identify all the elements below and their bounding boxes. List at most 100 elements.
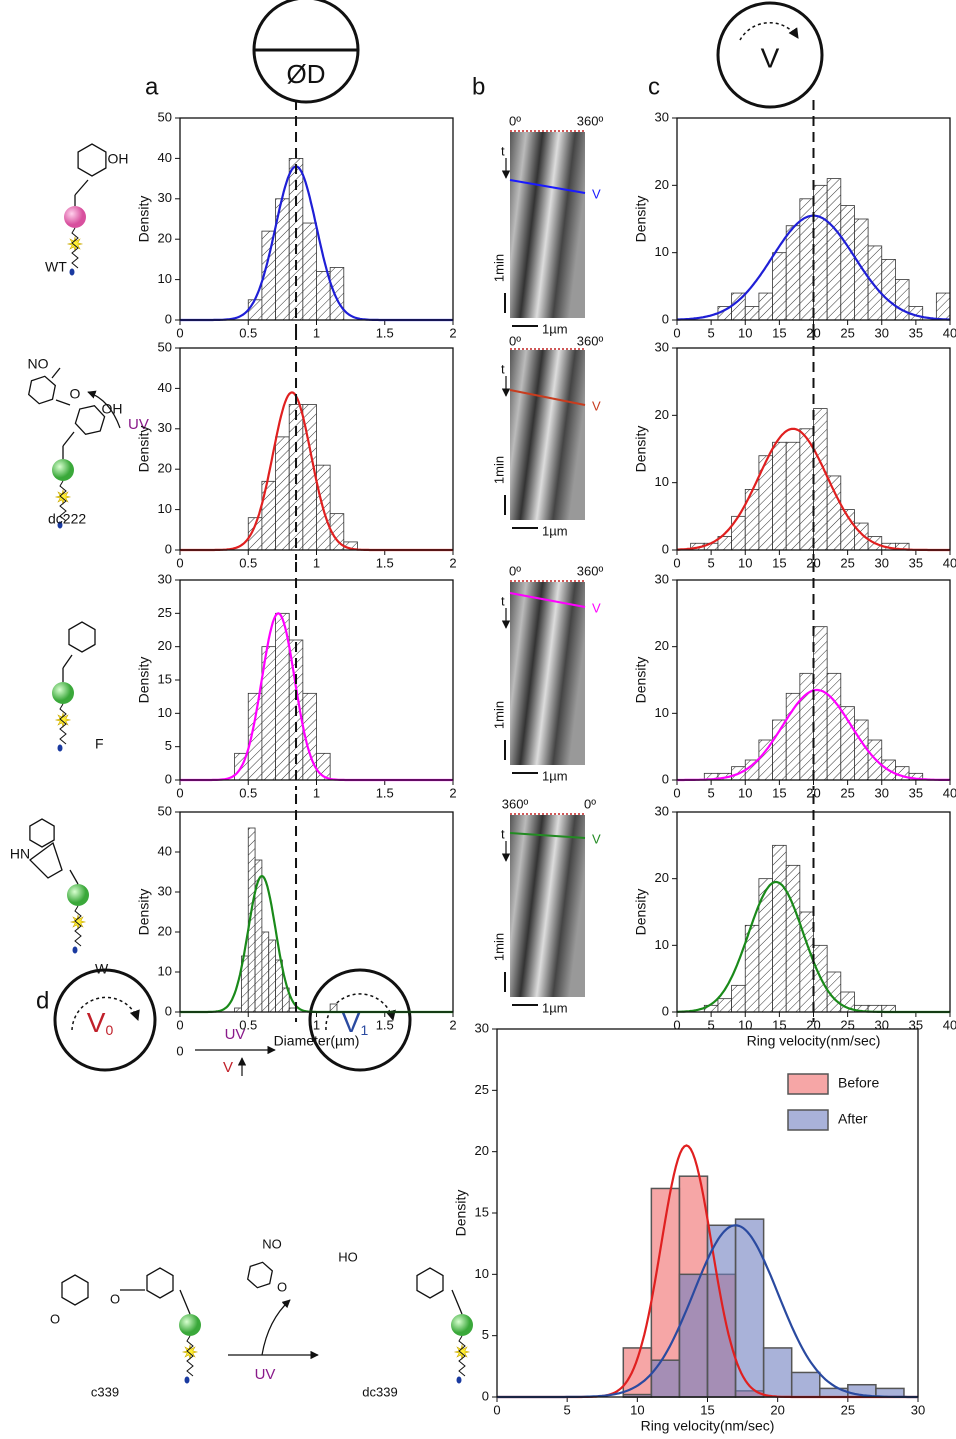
- y-tick-label: 30: [158, 571, 172, 586]
- y-tick-label: 25: [158, 605, 172, 620]
- plot-frame: [676, 579, 951, 781]
- y-tick-label: 10: [158, 705, 172, 720]
- bar: [854, 719, 869, 781]
- residue-label: dc222: [48, 511, 86, 527]
- length-scale-label: 1µm: [542, 1000, 568, 1015]
- x-tick-label: 25: [840, 555, 854, 570]
- x-tick-label: 5: [708, 555, 715, 570]
- x-tick-label: 1: [313, 1017, 320, 1032]
- y-axis-title: Density: [136, 657, 152, 704]
- x-axis-title: Ring velocity(nm/sec): [641, 1418, 775, 1434]
- x-tick-label: 5: [708, 325, 715, 340]
- linker: [74, 905, 82, 947]
- x-tick-label: 25: [840, 1017, 854, 1032]
- panel-label: d: [36, 987, 49, 1014]
- x-tick-label: 1.5: [376, 785, 394, 800]
- y-tick-label: 20: [158, 461, 172, 476]
- plot-frame: [676, 347, 951, 551]
- anchor: [57, 521, 63, 529]
- x-tick-label: 0: [673, 555, 680, 570]
- label-star: [69, 913, 87, 931]
- y-axis-title: Density: [136, 889, 152, 936]
- x-tick-label: 1.5: [376, 1017, 394, 1032]
- x-tick-label: 0.5: [239, 325, 257, 340]
- x-tick-label: 2: [449, 325, 456, 340]
- stray-label: 0: [176, 1043, 183, 1058]
- legend-label: Before: [838, 1075, 879, 1091]
- residue-sphere: [64, 206, 86, 228]
- fit-curve: [180, 874, 453, 1014]
- legend-swatch: [787, 1109, 829, 1131]
- v-arrow-label: V: [223, 1059, 233, 1076]
- v1-icon: [308, 968, 412, 1072]
- ring: [29, 841, 63, 879]
- label-star: [54, 488, 72, 506]
- kymo-angle: 360º: [577, 333, 604, 348]
- uv-label: UV: [128, 416, 149, 433]
- x-tick-label: 15: [772, 785, 786, 800]
- atom-label: OH: [102, 401, 123, 417]
- time-scale-label: 1min: [491, 456, 506, 484]
- x-tick-label: 35: [909, 785, 923, 800]
- legend-swatch: [787, 1073, 829, 1095]
- y-tick-label: 10: [158, 963, 172, 978]
- x-tick-label: 0: [673, 325, 680, 340]
- y-tick-label: 10: [655, 244, 669, 259]
- uv-label: UV: [225, 1026, 246, 1043]
- bar: [881, 258, 896, 321]
- x-tick-label: 30: [911, 1402, 925, 1417]
- linker: [458, 1335, 466, 1377]
- y-tick-label: 10: [655, 705, 669, 720]
- x-tick-label: 0: [673, 785, 680, 800]
- bar: [329, 267, 345, 321]
- panel-label: c: [648, 73, 660, 100]
- ring: [61, 1274, 89, 1306]
- bar: [895, 279, 910, 321]
- residue-label: W: [95, 961, 109, 977]
- x-tick-label: 35: [909, 325, 923, 340]
- y-tick-label: 40: [158, 380, 172, 395]
- plot-frame: [676, 117, 951, 321]
- v1-label: V1: [342, 1007, 369, 1038]
- bond: [451, 1289, 463, 1315]
- y-tick-label: 0: [165, 1003, 172, 1018]
- y-tick-label: 5: [165, 738, 172, 753]
- x-tick-label: 0: [176, 555, 183, 570]
- uv-label: UV: [255, 1366, 276, 1383]
- linker: [59, 480, 67, 522]
- kymo-angle: 0º: [584, 796, 596, 811]
- residue-sphere: [451, 1314, 473, 1336]
- x-tick-label: 15: [772, 325, 786, 340]
- bar: [785, 225, 801, 321]
- bar: [650, 1359, 681, 1398]
- kymo-velocity: V: [592, 831, 601, 846]
- plot-frame: [179, 347, 454, 551]
- bond: [179, 1289, 191, 1315]
- bar: [790, 1371, 821, 1398]
- kymo-track: [509, 592, 586, 608]
- x-axis-title: Diameter(µm): [274, 1033, 360, 1049]
- x-tick-label: 30: [875, 325, 889, 340]
- y-axis-title: Density: [633, 426, 649, 473]
- bar: [840, 706, 855, 781]
- v0-label: V0: [87, 1007, 114, 1038]
- residue-sphere: [52, 459, 74, 481]
- y-tick-label: 30: [475, 1020, 489, 1035]
- y-tick-label: 20: [655, 638, 669, 653]
- ring: [246, 1261, 274, 1289]
- anchor: [72, 946, 78, 954]
- ring: [77, 143, 107, 177]
- x-tick-label: 35: [909, 1017, 923, 1032]
- bar: [785, 441, 801, 551]
- release-arrow: [261, 1299, 291, 1356]
- velocity-arrow: [739, 21, 799, 41]
- kymo-velocity: V: [592, 600, 601, 615]
- kymo-velocity: V: [592, 398, 601, 413]
- bar: [731, 984, 746, 1013]
- bar: [840, 205, 855, 321]
- time-scale-label: 1min: [491, 254, 506, 282]
- y-tick-label: 5: [482, 1327, 489, 1342]
- panel-label: b: [472, 73, 485, 100]
- kymo-track: [509, 179, 586, 194]
- bar: [854, 218, 869, 321]
